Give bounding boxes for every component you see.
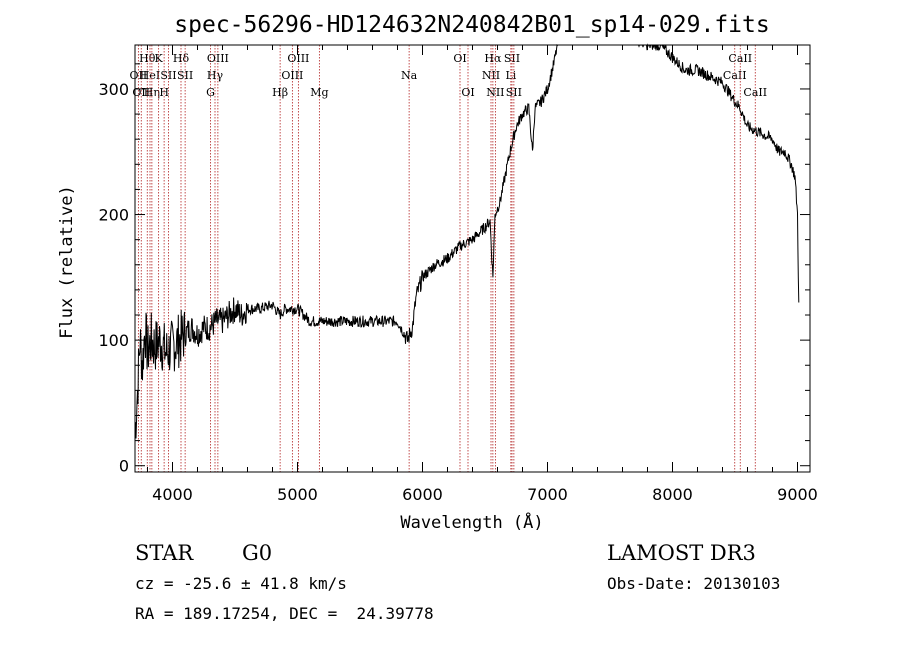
spectral-line-label-2: Hθ xyxy=(139,52,156,65)
spectral-line-label-28: CaII xyxy=(743,86,767,99)
object-subclass: G0 xyxy=(242,541,273,565)
spectral-line-label-14: OIII xyxy=(281,69,303,82)
survey-label: LAMOST DR3 xyxy=(607,541,756,565)
spectral-line-label-12: OIII xyxy=(207,52,229,65)
spectral-line-label-11: Hγ xyxy=(207,69,224,82)
spectral-line-label-23: Li xyxy=(505,69,516,82)
redshift-value: cz = -25.6 ± 41.8 km/s xyxy=(135,574,347,593)
spectral-line-label-24: SII xyxy=(504,52,520,65)
spectral-line-label-26: CaII xyxy=(723,69,747,82)
y-tick-label-0: 0 xyxy=(119,457,129,476)
spectral-line-label-27: CaII xyxy=(728,52,752,65)
spectral-line-label-7: SII xyxy=(160,69,176,82)
y-axis-label: Flux (relative) xyxy=(57,185,77,339)
spectral-line-label-3: HeI xyxy=(140,69,160,82)
spectral-line-label-17: Na xyxy=(401,69,418,82)
x-axis-label: Wavelength (Å) xyxy=(400,511,543,533)
spectral-line-label-0: OII xyxy=(130,69,148,82)
observation-date: Obs-Date: 20130103 xyxy=(607,574,781,593)
spectral-line-label-19: OI xyxy=(461,86,474,99)
spectral-line-label-13: Hβ xyxy=(272,86,288,99)
y-tick-label-200: 200 xyxy=(98,206,129,225)
spectral-line-label-25: SII xyxy=(506,86,522,99)
object-class: STAR xyxy=(135,541,194,565)
spectral-line-label-18: OI xyxy=(453,52,466,65)
x-tick-label-8000: 8000 xyxy=(652,485,693,504)
spectrum-line xyxy=(134,43,800,439)
x-tick-label-7000: 7000 xyxy=(527,485,568,504)
spectral-line-label-16: Mg xyxy=(310,86,328,99)
spectral-line-label-15: OIII xyxy=(287,52,309,65)
spectral-line-label-20: NII xyxy=(482,69,500,82)
spectral-line-label-5: K xyxy=(155,52,164,65)
spectral-line-label-4: Hη xyxy=(144,86,160,99)
plot-frame xyxy=(134,44,811,473)
y-tick-label-100: 100 xyxy=(98,331,129,350)
spectral-line-label-22: NII xyxy=(486,86,504,99)
spectral-line-label-21: Hα xyxy=(484,52,502,65)
coordinates: RA = 189.17254, DEC = 24.39778 xyxy=(135,604,434,623)
y-tick-label-300: 300 xyxy=(98,80,129,99)
x-tick-label-9000: 9000 xyxy=(777,485,818,504)
x-tick-label-6000: 6000 xyxy=(402,485,443,504)
spectral-line-label-10: G xyxy=(206,86,215,99)
chart-title: spec-56296-HD124632N240842B01_sp14-029.f… xyxy=(174,12,769,38)
x-tick-label-5000: 5000 xyxy=(277,485,318,504)
spectral-line-label-6: H xyxy=(159,86,169,99)
spectral-line-label-9: SII xyxy=(177,69,193,82)
x-tick-label-4000: 4000 xyxy=(152,485,193,504)
spectral-line-label-8: Hδ xyxy=(173,52,190,65)
